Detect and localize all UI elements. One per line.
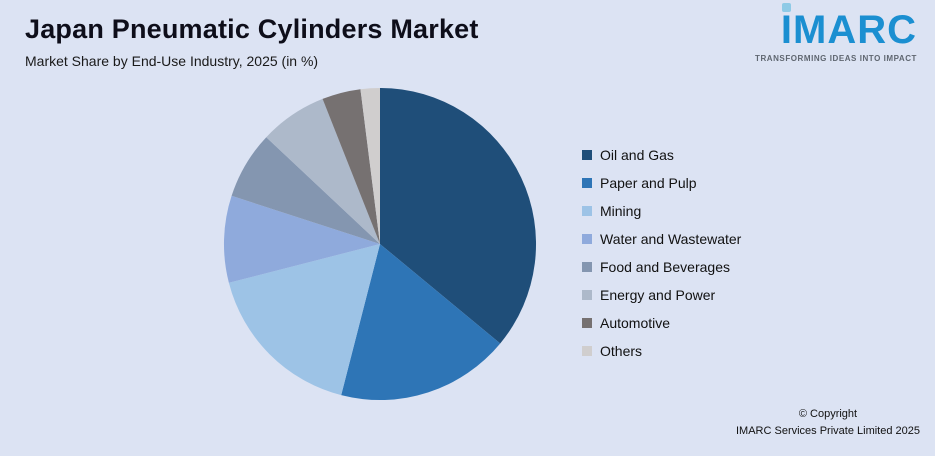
legend-swatch-icon bbox=[582, 346, 592, 356]
page-title: Japan Pneumatic Cylinders Market bbox=[25, 14, 479, 44]
legend-label: Paper and Pulp bbox=[600, 175, 697, 191]
legend-swatch-icon bbox=[582, 318, 592, 328]
legend-swatch-icon bbox=[582, 234, 592, 244]
legend-item-oil-and-gas: Oil and Gas bbox=[582, 147, 741, 163]
legend-swatch-icon bbox=[582, 150, 592, 160]
legend-swatch-icon bbox=[582, 262, 592, 272]
legend-swatch-icon bbox=[582, 206, 592, 216]
pie-slice-energy-and-power bbox=[266, 98, 380, 244]
copyright-notice: © Copyright IMARC Services Private Limit… bbox=[736, 406, 920, 440]
pie-slice-mining bbox=[228, 244, 380, 396]
legend-swatch-icon bbox=[582, 290, 592, 300]
legend-label: Automotive bbox=[600, 315, 671, 331]
imarc-logo-tagline: TRANSFORMING IDEAS INTO IMPACT bbox=[755, 54, 917, 63]
legend-item-others: Others bbox=[582, 343, 741, 359]
legend-label: Food and Beverages bbox=[600, 259, 730, 275]
legend-label: Energy and Power bbox=[600, 287, 716, 303]
legend-item-automotive: Automotive bbox=[582, 315, 741, 331]
legend-swatch-icon bbox=[582, 178, 592, 188]
legend-label: Mining bbox=[600, 203, 642, 219]
chart-legend: Oil and Gas Paper and Pulp Mining Water and… bbox=[582, 147, 741, 359]
imarc-logo: IMARC TRANSFORMING IDEAS INTO IMPACT bbox=[732, 3, 917, 63]
pie-slice-others bbox=[360, 87, 380, 244]
pie-slice-food-and-beverages bbox=[231, 137, 380, 244]
legend-item-energy-and-power: Energy and Power bbox=[582, 287, 741, 303]
imarc-logo-dot-icon bbox=[781, 3, 791, 12]
legend-label: Others bbox=[600, 343, 643, 359]
pie-slice-oil-and-gas bbox=[380, 87, 537, 344]
legend-item-food-and-beverages: Food and Beverages bbox=[582, 259, 741, 275]
chart-header: Japan Pneumatic Cylinders Market Market … bbox=[25, 14, 479, 69]
imarc-logo-text: IMARC bbox=[781, 3, 917, 50]
pie-chart bbox=[223, 87, 537, 401]
legend-item-paper-and-pulp: Paper and Pulp bbox=[582, 175, 741, 191]
legend-label: Water and Wastewater bbox=[600, 231, 742, 247]
copyright-line1: © Copyright bbox=[798, 407, 858, 420]
legend-label: Oil and Gas bbox=[600, 147, 674, 163]
legend-item-water-and-wastewater: Water and Wastewater bbox=[582, 231, 741, 247]
legend-item-mining: Mining bbox=[582, 203, 741, 219]
pie-slice-automotive bbox=[322, 89, 380, 244]
pie-slice-paper-and-pulp bbox=[341, 244, 501, 401]
copyright-line2: IMARC Services Private Limited 2025 bbox=[735, 424, 920, 437]
pie-slice-water-and-wastewater bbox=[223, 195, 380, 283]
page-subtitle: Market Share by End-Use Industry, 2025 (… bbox=[25, 53, 319, 69]
